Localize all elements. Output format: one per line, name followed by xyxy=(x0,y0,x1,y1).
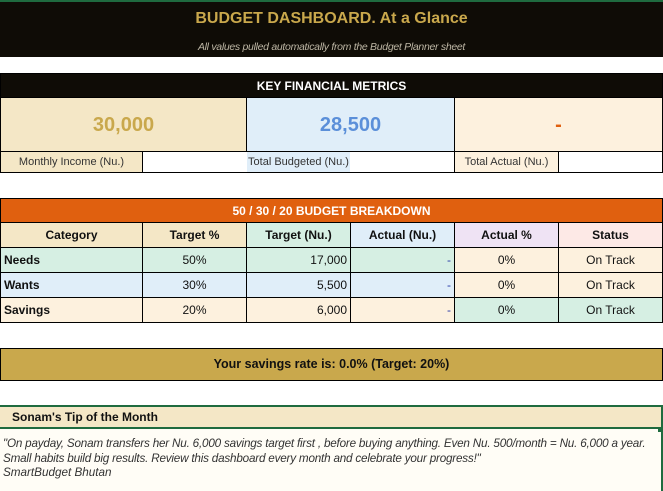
empty-cell[interactable] xyxy=(559,152,663,173)
row-needs-actual-pct[interactable]: 0% xyxy=(455,248,559,273)
key-metrics-heading: KEY FINANCIAL METRICS xyxy=(0,73,663,98)
monthly-income-value[interactable]: 30,000 xyxy=(0,98,247,152)
row-wants-status[interactable]: On Track xyxy=(559,273,663,298)
tip-body[interactable]: "On payday, Sonam transfers her Nu. 6,00… xyxy=(3,437,646,465)
row-savings-category[interactable]: Savings xyxy=(0,298,143,323)
row-wants-category[interactable]: Wants xyxy=(0,273,143,298)
row-savings-target-pct[interactable]: 20% xyxy=(143,298,247,323)
title-banner xyxy=(0,2,663,57)
selection-resize-handle[interactable] xyxy=(658,427,663,432)
tip-signature: SmartBudget Bhutan xyxy=(3,466,112,479)
row-needs-target-nu[interactable]: 17,000 xyxy=(247,248,351,273)
page-subtitle: All values pulled automatically from the… xyxy=(197,41,466,53)
col-header-category[interactable]: Category xyxy=(0,223,143,248)
row-needs-category[interactable]: Needs xyxy=(0,248,143,273)
row-wants-actual-nu[interactable]: - xyxy=(351,273,455,298)
row-savings-status[interactable]: On Track xyxy=(559,298,663,323)
col-header-target-nu[interactable]: Target (Nu.) xyxy=(247,223,351,248)
row-wants-target-nu[interactable]: 5,500 xyxy=(247,273,351,298)
row-wants-target-pct[interactable]: 30% xyxy=(143,273,247,298)
breakdown-heading: 50 / 30 / 20 BUDGET BREAKDOWN xyxy=(0,198,663,223)
savings-rate-banner[interactable]: Your savings rate is: 0.0% (Target: 20%) xyxy=(0,348,663,381)
row-needs-status[interactable]: On Track xyxy=(559,248,663,273)
col-header-target-pct[interactable]: Target % xyxy=(143,223,247,248)
col-header-actual-pct[interactable]: Actual % xyxy=(455,223,559,248)
row-savings-target-nu[interactable]: 6,000 xyxy=(247,298,351,323)
row-wants-actual-pct[interactable]: 0% xyxy=(455,273,559,298)
top-border xyxy=(0,0,663,2)
tip-heading[interactable]: Sonam's Tip of the Month xyxy=(0,407,661,429)
row-needs-actual-nu[interactable]: - xyxy=(351,248,455,273)
page-title: BUDGET DASHBOARD. At a Glance xyxy=(195,10,468,27)
row-savings-actual-pct[interactable]: 0% xyxy=(455,298,559,323)
total-budgeted-label-cell[interactable]: Total Budgeted (Nu.) xyxy=(143,152,455,173)
monthly-income-label[interactable]: Monthly Income (Nu.) xyxy=(0,152,143,173)
total-actual-label[interactable]: Total Actual (Nu.) xyxy=(455,152,559,173)
col-header-actual-nu[interactable]: Actual (Nu.) xyxy=(351,223,455,248)
row-savings-actual-nu[interactable]: - xyxy=(351,298,455,323)
col-header-status[interactable]: Status xyxy=(559,223,663,248)
total-budgeted-label: Total Budgeted (Nu.) xyxy=(248,156,349,168)
total-actual-value[interactable]: - xyxy=(455,98,663,152)
total-budgeted-value[interactable]: 28,500 xyxy=(247,98,455,152)
row-needs-target-pct[interactable]: 50% xyxy=(143,248,247,273)
